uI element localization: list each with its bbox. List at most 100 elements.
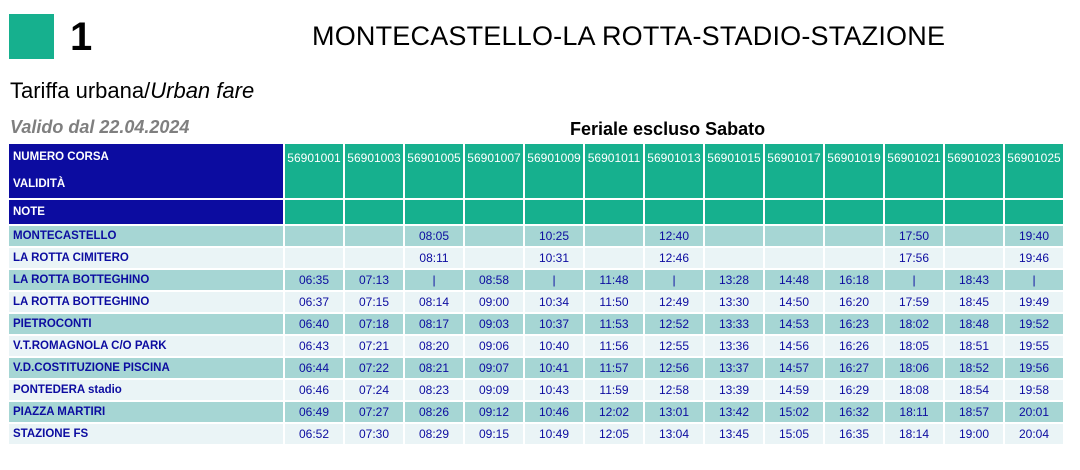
departure-time: 18:11 bbox=[883, 400, 945, 424]
departure-time: 13:45 bbox=[703, 422, 765, 446]
note-cell bbox=[703, 198, 765, 226]
departure-time: 17:56 bbox=[883, 246, 945, 270]
stop-name: PIAZZA MARTIRI bbox=[7, 400, 285, 424]
departure-time: 14:59 bbox=[763, 378, 825, 402]
departure-time: 07:13 bbox=[343, 268, 405, 292]
departure-time: 10:41 bbox=[523, 356, 585, 380]
departure-time: 14:57 bbox=[763, 356, 825, 380]
departure-time: 06:43 bbox=[283, 334, 345, 358]
departure-time: 10:46 bbox=[523, 400, 585, 424]
run-number: 56901023 bbox=[943, 142, 1005, 200]
stop-name: V.T.ROMAGNOLA C/O PARK bbox=[7, 334, 285, 358]
run-number: 56901007 bbox=[463, 142, 525, 200]
departure-time: 11:56 bbox=[583, 334, 645, 358]
run-number: 56901019 bbox=[823, 142, 885, 200]
departure-time bbox=[703, 224, 765, 248]
departure-time: 18:02 bbox=[883, 312, 945, 336]
departure-time bbox=[343, 246, 405, 270]
note-cell bbox=[343, 198, 405, 226]
departure-time: 09:06 bbox=[463, 334, 525, 358]
stop-row: PIAZZA MARTIRI 06:49 07:27 08:26 09:12 10:46 1… bbox=[7, 400, 1065, 424]
run-number: 56901009 bbox=[523, 142, 585, 200]
line-color-badge bbox=[9, 14, 54, 59]
departure-time: 11:53 bbox=[583, 312, 645, 336]
departure-time: 07:18 bbox=[343, 312, 405, 336]
run-number: 56901015 bbox=[703, 142, 765, 200]
departure-time bbox=[943, 224, 1005, 248]
departure-time: 12:56 bbox=[643, 356, 705, 380]
departure-time: 18:57 bbox=[943, 400, 1005, 424]
departure-time bbox=[463, 246, 525, 270]
departure-time: 19:40 bbox=[1003, 224, 1065, 248]
stop-name: PONTEDERA stadio bbox=[7, 378, 285, 402]
stop-row: STAZIONE FS 06:52 07:30 08:29 09:15 10:49 12:0… bbox=[7, 422, 1065, 446]
departure-time: 12:02 bbox=[583, 400, 645, 424]
departure-time bbox=[943, 246, 1005, 270]
departure-time: | bbox=[643, 268, 705, 292]
departure-time: 12:52 bbox=[643, 312, 705, 336]
departure-time: 18:52 bbox=[943, 356, 1005, 380]
stop-row: V.T.ROMAGNOLA C/O PARK 06:43 07:21 08:20 09:… bbox=[7, 334, 1065, 358]
departure-time: 10:43 bbox=[523, 378, 585, 402]
departure-time: 08:20 bbox=[403, 334, 465, 358]
valid-from: Valido dal 22.04.2024 bbox=[10, 117, 190, 137]
stop-row: PONTEDERA stadio 06:46 07:24 08:23 09:09 10:4… bbox=[7, 378, 1065, 402]
departure-time: 18:45 bbox=[943, 290, 1005, 314]
note-cell bbox=[583, 198, 645, 226]
departure-time: 08:05 bbox=[403, 224, 465, 248]
departure-time: 17:50 bbox=[883, 224, 945, 248]
validity-label: VALIDITÀ bbox=[13, 178, 66, 190]
departure-time: 11:48 bbox=[583, 268, 645, 292]
departure-time: 06:40 bbox=[283, 312, 345, 336]
departure-time: 07:22 bbox=[343, 356, 405, 380]
departure-time: 18:43 bbox=[943, 268, 1005, 292]
departure-time: 19:55 bbox=[1003, 334, 1065, 358]
stop-row: PIETROCONTI 06:40 07:18 08:17 09:03 10:37 11:5… bbox=[7, 312, 1065, 336]
departure-time: 13:33 bbox=[703, 312, 765, 336]
note-cell bbox=[523, 198, 585, 226]
departure-time: 06:52 bbox=[283, 422, 345, 446]
departure-time: 09:03 bbox=[463, 312, 525, 336]
stop-name: LA ROTTA CIMITERO bbox=[7, 246, 285, 270]
departure-time: 18:08 bbox=[883, 378, 945, 402]
departure-time: 10:49 bbox=[523, 422, 585, 446]
note-cell bbox=[463, 198, 525, 226]
departure-time: 20:04 bbox=[1003, 422, 1065, 446]
departure-time: 09:12 bbox=[463, 400, 525, 424]
run-header-label: NUMERO CORSA VALIDITÀ bbox=[7, 142, 285, 200]
departure-time bbox=[583, 224, 645, 248]
departure-time: 08:17 bbox=[403, 312, 465, 336]
fare-label-en: Urban fare bbox=[150, 78, 255, 103]
notes-row: NOTE bbox=[7, 198, 1065, 226]
departure-time: 12:46 bbox=[643, 246, 705, 270]
departure-time: | bbox=[403, 268, 465, 292]
departure-time: 18:54 bbox=[943, 378, 1005, 402]
note-cell bbox=[643, 198, 705, 226]
notes-label: NOTE bbox=[7, 198, 285, 226]
departure-time: | bbox=[883, 268, 945, 292]
departure-time bbox=[823, 224, 885, 248]
departure-time: 07:15 bbox=[343, 290, 405, 314]
note-cell bbox=[763, 198, 825, 226]
departure-time: 06:35 bbox=[283, 268, 345, 292]
run-number: 56901005 bbox=[403, 142, 465, 200]
departure-time: 13:28 bbox=[703, 268, 765, 292]
departure-time: 15:02 bbox=[763, 400, 825, 424]
note-cell bbox=[1003, 198, 1065, 226]
departure-time: 10:25 bbox=[523, 224, 585, 248]
departure-time: 07:30 bbox=[343, 422, 405, 446]
departure-time: 08:11 bbox=[403, 246, 465, 270]
departure-time bbox=[763, 224, 825, 248]
stop-row: LA ROTTA BOTTEGHINO 06:37 07:15 08:14 09:00 1… bbox=[7, 290, 1065, 314]
departure-time: 08:14 bbox=[403, 290, 465, 314]
departure-time: | bbox=[1003, 268, 1065, 292]
departure-time: 17:59 bbox=[883, 290, 945, 314]
fare-label-it: Tariffa urbana/ bbox=[10, 78, 151, 103]
note-cell bbox=[943, 198, 1005, 226]
route-title: MONTECASTELLO-LA ROTTA-STADIO-STAZIONE bbox=[312, 21, 946, 51]
departure-time: 16:27 bbox=[823, 356, 885, 380]
departure-time: 11:57 bbox=[583, 356, 645, 380]
departure-time: | bbox=[523, 268, 585, 292]
departure-time: 13:01 bbox=[643, 400, 705, 424]
run-number: 56901011 bbox=[583, 142, 645, 200]
